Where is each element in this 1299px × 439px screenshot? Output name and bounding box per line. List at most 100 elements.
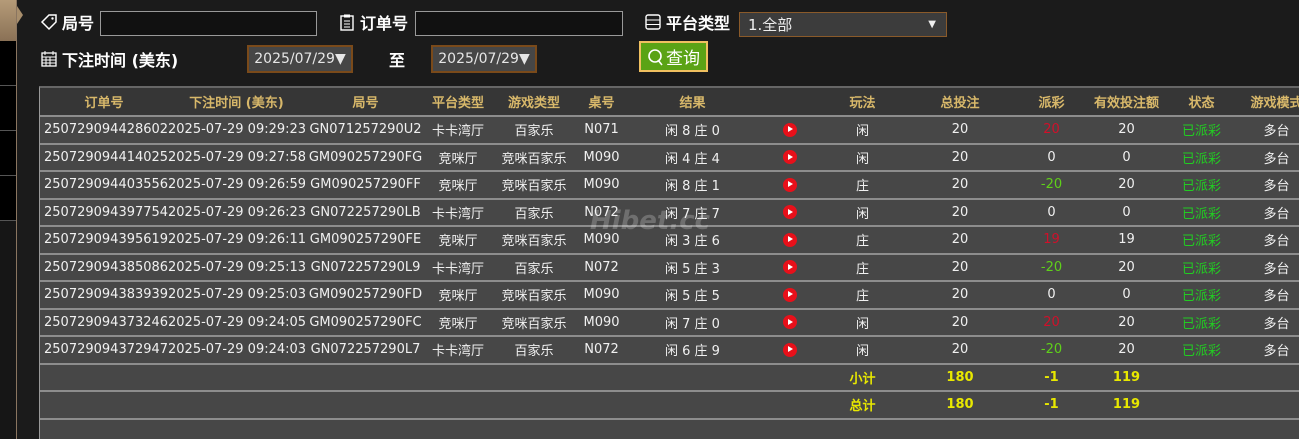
replay-cell[interactable] [760, 226, 820, 255]
bet-time-cell: 2025-07-29 09:25:13 [168, 253, 305, 282]
table-row[interactable]: 250729094414025 2025-07-29 09:27:58 GM0902… [40, 143, 1299, 172]
payout-cell: -20 [1015, 171, 1088, 200]
play-video-icon[interactable] [783, 342, 797, 357]
replay-cell[interactable] [760, 336, 820, 365]
bet-records-table: 订单号 下注时间 (美东) 局号 平台类型 游戏类型 桌号 结果 玩法 总投注 派彩 有效投注额 状态… [39, 86, 1299, 439]
platform-cell: 竞咪厅 [426, 143, 490, 172]
collapse-tab[interactable] [17, 6, 23, 24]
table-id-cell: M090 [578, 308, 625, 337]
play-video-icon[interactable] [783, 287, 797, 302]
round-id-cell: GN071257290U2 [305, 116, 426, 145]
round-id-cell: GM090257290FE [305, 226, 426, 255]
total-bet-cell: 20 [905, 116, 1015, 145]
table-id-cell: N072 [578, 336, 625, 365]
replay-cell[interactable] [760, 143, 820, 172]
column-header: 下注时间 (美东) [168, 88, 305, 117]
table-id-cell: M090 [578, 171, 625, 200]
result-cell: 闲 5 庄 3 [625, 253, 760, 282]
play-video-icon[interactable] [783, 205, 797, 220]
valid-bet-cell: 20 [1088, 253, 1165, 282]
table-row[interactable]: 250729094372947 2025-07-29 09:24:03 GN0722… [40, 336, 1299, 365]
play-type-cell: 庄 [820, 281, 905, 310]
table-row[interactable]: 250729094385086 2025-07-29 09:25:13 GN0722… [40, 253, 1299, 282]
total-bet: 180 [905, 391, 1015, 420]
play-video-icon[interactable] [783, 177, 797, 192]
replay-cell[interactable] [760, 116, 820, 145]
bet-time-cell: 2025-07-29 09:26:59 [168, 171, 305, 200]
side-nav-item[interactable] [0, 41, 16, 86]
status-cell: 已派彩 [1165, 253, 1238, 282]
platform-cell: 竞咪厅 [426, 171, 490, 200]
side-nav-item[interactable] [0, 86, 16, 131]
table-row[interactable]: 250729094373246 2025-07-29 09:24:05 GM0902… [40, 308, 1299, 337]
bet-time-label: 下注时间 (美东) [40, 47, 178, 71]
table-id-cell: M090 [578, 143, 625, 172]
spacer [1165, 363, 1299, 392]
date-from-picker[interactable]: 2025/07/29 ▼ [247, 45, 353, 73]
table-row[interactable]: 250729094403556 2025-07-29 09:26:59 GM0902… [40, 171, 1299, 200]
replay-cell[interactable] [760, 253, 820, 282]
game-type-cell: 百家乐 [490, 116, 578, 145]
column-header: 有效投注额 [1088, 88, 1165, 117]
game-type-cell: 竞咪百家乐 [490, 226, 578, 255]
replay-cell[interactable] [760, 198, 820, 227]
order-id-cell: 250729094397754 [40, 198, 168, 227]
play-video-icon[interactable] [783, 260, 797, 275]
round-id-cell: GM090257290FC [305, 308, 426, 337]
play-video-icon[interactable] [783, 232, 797, 247]
round-label: 局号 [40, 10, 94, 34]
valid-bet-cell: 20 [1088, 116, 1165, 145]
table-row[interactable]: 250729094397754 2025-07-29 09:26:23 GN0722… [40, 198, 1299, 227]
game-mode-cell: 多台 [1238, 308, 1299, 337]
bet-time-cell: 2025-07-29 09:26:11 [168, 226, 305, 255]
total-bet-cell: 20 [905, 143, 1015, 172]
payout-cell: 0 [1015, 143, 1088, 172]
platform-cell: 卡卡湾厅 [426, 116, 490, 145]
order-input[interactable] [415, 11, 623, 36]
table-id-cell: N072 [578, 198, 625, 227]
total-row: 总计 180 -1 119 [40, 391, 1299, 420]
game-mode-cell: 多台 [1238, 226, 1299, 255]
status-cell: 已派彩 [1165, 116, 1238, 145]
table-row[interactable]: 250729094395619 2025-07-29 09:26:11 GM0902… [40, 226, 1299, 255]
replay-cell[interactable] [760, 171, 820, 200]
play-type-cell: 闲 [820, 308, 905, 337]
play-type-cell: 闲 [820, 336, 905, 365]
round-input[interactable] [100, 11, 317, 36]
round-id-cell: GN072257290L7 [305, 336, 426, 365]
round-id-cell: GM090257290FG [305, 143, 426, 172]
round-id-cell: GN072257290L9 [305, 253, 426, 282]
payout-cell: 20 [1015, 116, 1088, 145]
order-id-cell: 250729094403556 [40, 171, 168, 200]
play-video-icon[interactable] [783, 122, 797, 137]
game-type-cell: 百家乐 [490, 253, 578, 282]
subtotal-row: 小计 180 -1 119 [40, 363, 1299, 392]
spacer [40, 363, 820, 392]
payout-cell: -20 [1015, 336, 1088, 365]
table-row[interactable]: 250729094383939 2025-07-29 09:25:03 GM0902… [40, 281, 1299, 310]
valid-bet-cell: 0 [1088, 143, 1165, 172]
table-id-cell: M090 [578, 281, 625, 310]
query-button[interactable]: 查询 [639, 41, 708, 72]
side-nav-item[interactable] [0, 176, 16, 221]
platform-select[interactable]: 1.全部 ▼ [739, 12, 947, 37]
play-video-icon[interactable] [783, 150, 797, 165]
result-cell: 闲 4 庄 4 [625, 143, 760, 172]
total-bet-cell: 20 [905, 198, 1015, 227]
play-video-icon[interactable] [783, 315, 797, 330]
table-header: 订单号 下注时间 (美东) 局号 平台类型 游戏类型 桌号 结果 玩法 总投注 派彩 有效投注额 状态… [40, 88, 1299, 117]
table-row[interactable]: 250729094428602 2025-07-29 09:29:23 GN0712… [40, 116, 1299, 145]
tag-icon [40, 14, 57, 31]
replay-cell[interactable] [760, 308, 820, 337]
date-to-picker[interactable]: 2025/07/29 ▼ [431, 45, 537, 73]
replay-cell[interactable] [760, 281, 820, 310]
order-id-cell: 250729094373246 [40, 308, 168, 337]
column-header: 游戏模式 [1238, 88, 1299, 117]
game-mode-cell: 多台 [1238, 116, 1299, 145]
side-nav-item[interactable] [0, 131, 16, 176]
subtotal-payout: -1 [1015, 363, 1088, 392]
game-mode-cell: 多台 [1238, 171, 1299, 200]
game-type-cell: 竞咪百家乐 [490, 171, 578, 200]
total-payout: -1 [1015, 391, 1088, 420]
clipboard-icon [340, 14, 354, 31]
